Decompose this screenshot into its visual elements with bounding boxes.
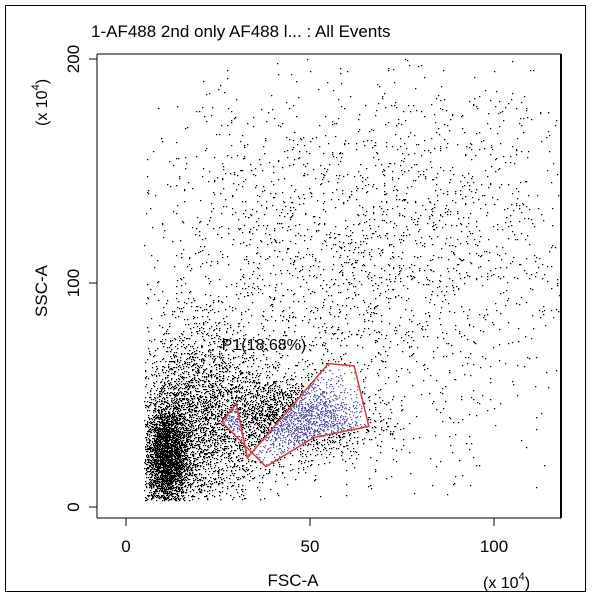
x-tick-label: 0 <box>121 537 130 556</box>
ungated-events <box>144 59 561 502</box>
y-axis-label: SSC-A <box>32 264 51 317</box>
y-tick-label: 200 <box>64 45 83 73</box>
data-points <box>144 59 561 502</box>
plot-frame: 1-AF488 2nd only AF488 l... : All Events… <box>5 5 586 592</box>
y-axis-multiplier: (x 104) <box>30 79 51 126</box>
gated-events <box>223 365 367 466</box>
gate-p1-label: P1(18.68%) <box>222 337 307 354</box>
x-tick-label: 50 <box>301 537 320 556</box>
axis-ticks: 0 50 100 0 100 200 <box>64 45 508 556</box>
scatter-plot: 1-AF488 2nd only AF488 l... : All Events… <box>30 22 562 592</box>
y-tick-label: 100 <box>64 269 83 297</box>
y-tick-label: 0 <box>64 502 83 511</box>
x-axis-label: FSC-A <box>268 571 320 590</box>
x-axis-multiplier: (x 104) <box>483 571 530 592</box>
chart-title: 1-AF488 2nd only AF488 l... : All Events <box>91 22 391 41</box>
gate-p1-polygon[interactable] <box>220 362 370 468</box>
x-tick-label: 100 <box>480 537 508 556</box>
